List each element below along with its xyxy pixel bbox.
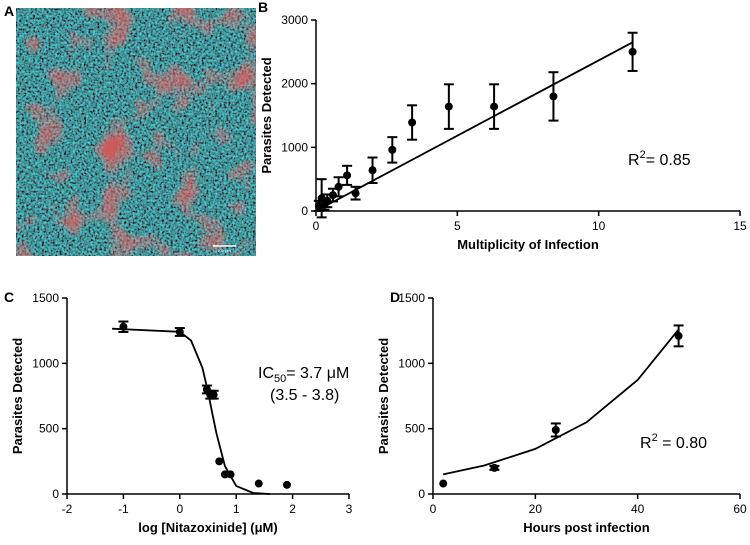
- x-axis-label: log [Nitazoxinide] (μM): [138, 520, 277, 535]
- data-point: [215, 457, 224, 466]
- x-tick-label: 10: [592, 219, 606, 233]
- data-point: [328, 191, 337, 200]
- y-tick-label: 500: [39, 422, 59, 436]
- data-point: [254, 479, 263, 488]
- data-point: [209, 390, 218, 399]
- y-tick-label: 1000: [281, 140, 308, 154]
- y-tick-label: 500: [405, 422, 425, 436]
- data-point: [490, 463, 499, 472]
- data-point: [323, 196, 332, 205]
- fit-line: [443, 328, 680, 476]
- scale-bar-label: 100 µm: [217, 248, 231, 253]
- y-tick-label: 0: [52, 487, 59, 501]
- x-tick-label: 40: [631, 502, 645, 516]
- data-point: [226, 470, 235, 479]
- x-tick-label: -1: [118, 502, 129, 516]
- data-point: [439, 479, 448, 488]
- y-axis-label: Parasites Detected: [376, 338, 391, 454]
- x-tick-label: 0: [176, 502, 183, 516]
- data-point: [282, 480, 291, 489]
- annotation: (3.5 - 3.8): [270, 387, 339, 404]
- data-point: [444, 102, 453, 111]
- x-axis-label: Multiplicity of Infection: [457, 237, 599, 252]
- x-tick-label: 0: [313, 219, 320, 233]
- x-tick-label: 2: [289, 502, 296, 516]
- x-tick-label: 1: [233, 502, 240, 516]
- panel-label: C: [4, 289, 14, 305]
- y-axis-label: Parasites Detected: [10, 338, 25, 454]
- data-point: [490, 102, 499, 111]
- microscopy-texture: [16, 8, 256, 256]
- data-point: [343, 171, 352, 180]
- data-point: [674, 331, 683, 340]
- y-tick-label: 1000: [398, 356, 425, 370]
- x-tick-label: 60: [733, 502, 747, 516]
- x-tick-label: 5: [454, 219, 461, 233]
- data-point: [334, 182, 343, 191]
- x-tick-label: -2: [62, 502, 73, 516]
- data-point: [408, 118, 417, 127]
- y-tick-label: 1500: [32, 291, 59, 305]
- x-tick-label: 15: [733, 219, 747, 233]
- data-point: [549, 92, 558, 101]
- annotation: R2= 0.85: [628, 149, 691, 169]
- data-point: [628, 47, 637, 56]
- x-axis-label: Hours post infection: [523, 520, 649, 535]
- data-point: [119, 322, 128, 331]
- annotation-part: IC: [258, 365, 274, 382]
- annotation-part: R: [640, 435, 652, 452]
- y-tick-label: 1000: [32, 356, 59, 370]
- fit-line: [112, 327, 271, 495]
- panel-label: A: [4, 3, 14, 19]
- annotation-part: 2: [640, 149, 646, 161]
- panel-label: D: [390, 289, 400, 305]
- x-tick-label: 20: [529, 502, 543, 516]
- annotation-part: = 0.85: [646, 152, 691, 169]
- x-tick-label: 3: [346, 502, 353, 516]
- y-tick-label: 3000: [281, 13, 308, 27]
- annotation: R2 = 0.80: [640, 432, 707, 452]
- annotation-part: 2: [652, 432, 658, 444]
- y-tick-label: 0: [418, 487, 425, 501]
- data-point: [351, 189, 360, 198]
- annotation-part: 50: [274, 373, 286, 385]
- annotation-part: = 0.80: [658, 435, 707, 452]
- panel-label: B: [258, 0, 268, 15]
- annotation: IC50= 3.7 μM: [258, 365, 349, 385]
- x-tick-label: 0: [430, 502, 437, 516]
- annotation-part: = 3.7 μM: [286, 365, 349, 382]
- data-point: [368, 166, 377, 175]
- y-tick-label: 2000: [281, 77, 308, 91]
- y-tick-label: 1500: [398, 291, 425, 305]
- annotation-part: R: [628, 152, 640, 169]
- fit-line: [315, 41, 634, 212]
- data-point: [220, 470, 229, 479]
- data-point: [388, 145, 397, 154]
- y-axis-label: Parasites Detected: [259, 57, 274, 173]
- y-tick-label: 0: [301, 204, 308, 218]
- data-point: [175, 327, 184, 336]
- data-point: [551, 425, 560, 434]
